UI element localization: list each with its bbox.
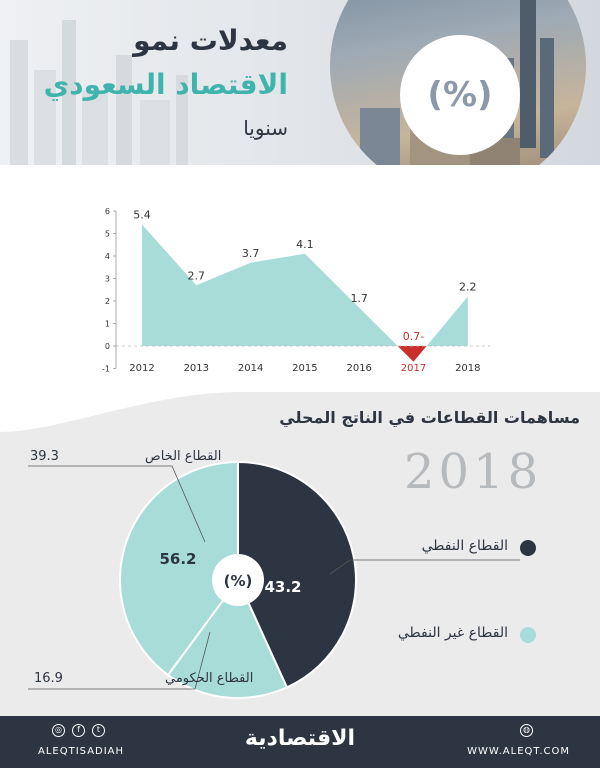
negative-area-point [397,346,427,362]
pie-slice-non-oil [119,460,289,699]
twitter-icon[interactable]: t [92,724,105,737]
pie-center [212,554,264,606]
legend-oil: القطاع النفطي [421,538,508,554]
x-tick-label: 2014 [238,363,263,374]
pie-center-label: (%) [224,572,253,590]
data-label: 2.7 [188,269,206,282]
instagram-icon[interactable]: ◎ [52,724,65,737]
page-title-line2: الاقتصاد السعودي [43,68,288,101]
header-banner: معدلات نمو الاقتصاد السعودي سنويا (%) [0,0,600,165]
data-label: 2.2 [459,281,477,294]
y-tick-label: -1 [102,365,110,374]
y-tick-label: 6 [105,207,110,216]
x-tick-label: 2016 [346,363,371,374]
legend-non-oil: القطاع غير النفطي [397,625,508,641]
pie-label-oil: 43.2 [264,578,301,596]
y-tick-label: 5 [105,230,110,239]
percent-badge: (%) [400,35,520,155]
brand-logo: الاقتصادية [244,726,356,751]
growth-area-chart: -1 0 1 2 3 4 5 6 5.4 2.7 3.7 4.1 1.7 0.7- 2.2 2012 2013 2… [102,207,490,374]
pie-slice-oil [237,460,357,689]
x-tick-label: 2018 [455,363,480,374]
footer-bar: ◎ f t ALEQTISADIAH الاقتصادية ◍ WWW.ALEQ… [0,716,600,768]
legend-dot-non-oil [520,627,536,643]
y-tick-label: 0 [105,342,110,351]
web-globe-icon[interactable]: ◍ [520,724,533,737]
sector-pie-chart: (%) 43.2 56.2 القطاع الخاص 39.3 القطاع الحكوم… [28,449,520,699]
x-tick-label: 2017 [401,363,426,374]
callout-line-gov [28,631,211,690]
callout-gov-value: 16.9 [34,671,63,686]
section-curve [0,392,240,432]
callout-private-label: القطاع الخاص [145,449,221,464]
skyline-background [10,20,188,165]
page-title-line1: معدلات نمو [133,24,288,57]
legend-dot-oil [520,540,536,556]
sector-chart-title: مساهمات القطاعات في الناتج المحلي [279,408,580,427]
pie-label-non-oil: 56.2 [159,550,196,568]
y-tick-label: 1 [105,320,110,329]
data-label: 0.7- [403,330,424,343]
x-tick-label: 2015 [292,363,317,374]
callout-line-private [28,465,206,543]
y-tick-label: 3 [105,275,110,284]
social-handle: ALEQTISADIAH [38,746,125,757]
data-label: 3.7 [242,247,260,260]
x-tick-label: 2012 [129,363,154,374]
page-subtitle: سنويا [243,116,288,140]
website-url[interactable]: WWW.ALEQT.COM [467,746,570,757]
facebook-icon[interactable]: f [72,724,85,737]
y-tick-label: 4 [105,252,110,261]
year-label: 2018 [404,444,543,500]
data-label: 1.7 [350,292,368,305]
callout-line-oil [329,559,520,575]
callout-gov-label: القطاع الحكومي [165,671,253,686]
area-series [142,224,468,346]
data-label: 4.1 [296,238,314,251]
data-label: 5.4 [133,209,151,222]
y-tick-label: 2 [105,297,110,306]
callout-private-value: 39.3 [30,449,59,464]
x-tick-label: 2013 [184,363,209,374]
